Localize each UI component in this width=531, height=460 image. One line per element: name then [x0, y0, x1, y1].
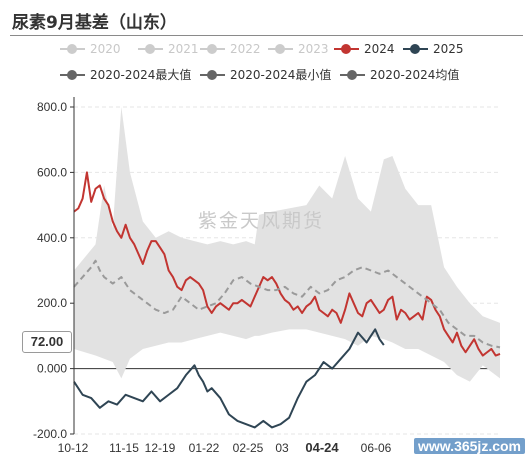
chart-title: 尿素9月基差（山东） — [12, 13, 177, 33]
legend-marker-icon — [200, 43, 225, 55]
x-tick-label: 11-15 — [109, 441, 139, 455]
legend-item-2022[interactable]: 2022 — [200, 42, 261, 56]
legend-label: 2020-2024均值 — [370, 68, 460, 82]
x-tick-label: 04-24 — [305, 440, 339, 455]
y-tick-label: -200.0 — [33, 427, 67, 441]
legend-marker-icon — [340, 69, 365, 81]
x-tick-label: 12-19 — [145, 441, 176, 455]
legend-marker-icon — [60, 69, 85, 81]
legend-item-2024[interactable]: 2024 — [334, 42, 395, 56]
legend-item-2020-2024最大值[interactable]: 2020-2024最大值 — [60, 66, 191, 83]
legend-item-2021[interactable]: 2021 — [138, 42, 199, 56]
watermark-text: 紫金天风期货 — [198, 210, 325, 232]
legend-label: 2020 — [90, 42, 121, 56]
legend-item-2020[interactable]: 2020 — [60, 42, 121, 56]
current-value-badge: 72.00 — [22, 331, 72, 353]
x-tick-label: 02-25 — [233, 441, 264, 455]
series-line-2025 — [73, 328, 385, 429]
y-tick-label: 800.0 — [37, 100, 67, 114]
x-tick-label: 06-06 — [361, 441, 392, 455]
range-band — [74, 107, 500, 382]
legend-marker-icon — [138, 43, 163, 55]
y-tick-label: 400.0 — [37, 231, 67, 245]
legend-label: 2022 — [230, 42, 261, 56]
legend-label: 2020-2024最大值 — [90, 68, 192, 82]
x-tick-label: 03 — [275, 441, 289, 455]
legend-label: 2024 — [364, 42, 395, 56]
legend-label: 2025 — [433, 42, 464, 56]
series-line-2020-2024均值 — [73, 259, 501, 349]
x-tick-label: 10-12 — [58, 441, 89, 455]
series-line-2024 — [73, 171, 501, 357]
legend-marker-icon — [403, 43, 428, 55]
legend-item-2023[interactable]: 2023 — [268, 42, 329, 56]
y-tick-label: 0.000 — [37, 362, 67, 376]
legend-marker-icon — [268, 43, 293, 55]
x-tick-label: 01-22 — [189, 441, 220, 455]
legend-marker-icon — [334, 43, 359, 55]
y-tick-label: 600.0 — [37, 165, 67, 179]
source-watermark: www.365jz.com — [414, 438, 525, 454]
title-divider — [10, 35, 523, 36]
legend-label: 2021 — [168, 42, 199, 56]
legend-item-2025[interactable]: 2025 — [403, 42, 464, 56]
legend-item-2020-2024最小值[interactable]: 2020-2024最小值 — [200, 66, 331, 83]
legend-marker-icon — [60, 43, 85, 55]
y-tick-label: 200.0 — [37, 296, 67, 310]
legend-item-2020-2024均值[interactable]: 2020-2024均值 — [340, 66, 459, 83]
legend-label: 2020-2024最小值 — [230, 68, 332, 82]
legend-label: 2023 — [298, 42, 329, 56]
legend-marker-icon — [200, 69, 225, 81]
